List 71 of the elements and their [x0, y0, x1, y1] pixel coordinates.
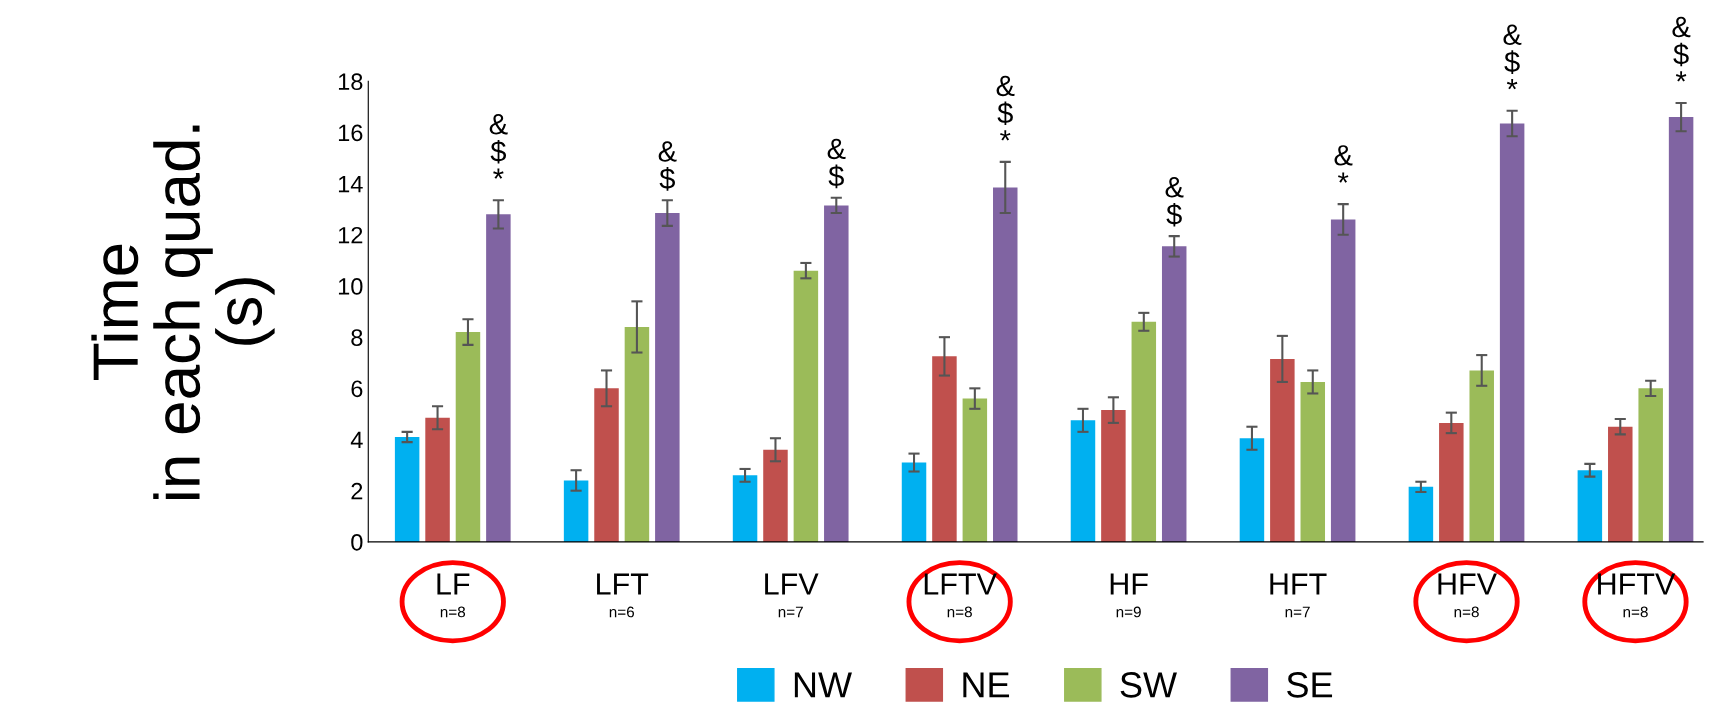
bar	[1270, 358, 1295, 542]
text: n=8	[1623, 606, 1648, 618]
legend-label: NW	[794, 672, 852, 698]
bar	[486, 214, 511, 542]
annotation: & $	[1165, 177, 1184, 227]
bar	[1300, 381, 1326, 542]
bar	[1101, 410, 1126, 542]
annotation: & *	[1334, 145, 1353, 183]
bar	[1330, 219, 1356, 542]
bar	[425, 417, 450, 542]
text: n=7	[1285, 606, 1310, 618]
y-tick-label: 12	[338, 226, 363, 244]
y-tick-label: 0	[351, 533, 363, 551]
bar	[1408, 486, 1434, 542]
bar	[655, 213, 680, 542]
bar	[1577, 470, 1603, 542]
bar	[455, 332, 481, 542]
annotation: & $	[827, 138, 846, 189]
y-tick-label: 6	[351, 380, 363, 398]
x-tick-label: HF	[1110, 573, 1148, 595]
bar	[993, 187, 1018, 542]
text: n=7	[778, 606, 803, 618]
text: n=9	[1116, 606, 1141, 618]
y-tick-label: 18	[338, 73, 363, 91]
bar	[1239, 438, 1265, 542]
x-tick-label: LFT	[597, 573, 649, 595]
bar	[1070, 420, 1096, 542]
y-tick-label: 2	[351, 482, 363, 500]
bar	[732, 475, 758, 542]
bar	[1499, 123, 1525, 542]
bar	[624, 326, 650, 542]
text: n=8	[947, 606, 972, 618]
legend-label: SE	[1287, 672, 1333, 698]
text: n=8	[1454, 606, 1479, 618]
legend-label: NE	[963, 672, 1010, 698]
y-tick-label: 14	[338, 175, 363, 193]
y-axis-title: Time in each quad. (s)	[91, 125, 275, 500]
bar	[563, 480, 589, 542]
y-tick-label: 10	[338, 278, 363, 295]
x-tick-label: LFV	[765, 573, 819, 595]
annotation: & $ *	[489, 114, 508, 179]
annotation: & $	[658, 141, 677, 191]
x-tick-label: HFT	[1270, 573, 1327, 595]
text: n=6	[609, 606, 634, 618]
legend-label: SW	[1120, 672, 1177, 698]
bar	[1131, 321, 1157, 542]
y-tick-label: 16	[338, 124, 363, 142]
x-tick-label: LFTV	[924, 573, 997, 595]
bar	[901, 462, 927, 542]
annotation: & $ *	[996, 75, 1015, 141]
bar	[824, 205, 849, 542]
bar	[793, 270, 819, 542]
bar	[1608, 426, 1633, 542]
x-tick-label: LF	[437, 573, 470, 595]
x-tick-label: HFTV	[1598, 573, 1676, 595]
text: n=8	[440, 606, 466, 618]
bar	[1439, 422, 1464, 542]
bar	[394, 436, 420, 542]
bar	[594, 388, 619, 542]
bar	[932, 356, 957, 542]
bar	[962, 398, 988, 542]
bar	[763, 449, 788, 542]
bar	[1638, 388, 1663, 542]
annotation: & $ *	[1672, 16, 1691, 82]
bar	[1668, 117, 1694, 542]
x-tick-label: HFV	[1438, 573, 1497, 595]
bar	[1161, 246, 1187, 542]
y-tick-label: 8	[351, 329, 363, 346]
y-tick-label: 4	[350, 431, 363, 449]
annotation: & $ *	[1503, 24, 1522, 90]
bar	[1469, 370, 1494, 542]
